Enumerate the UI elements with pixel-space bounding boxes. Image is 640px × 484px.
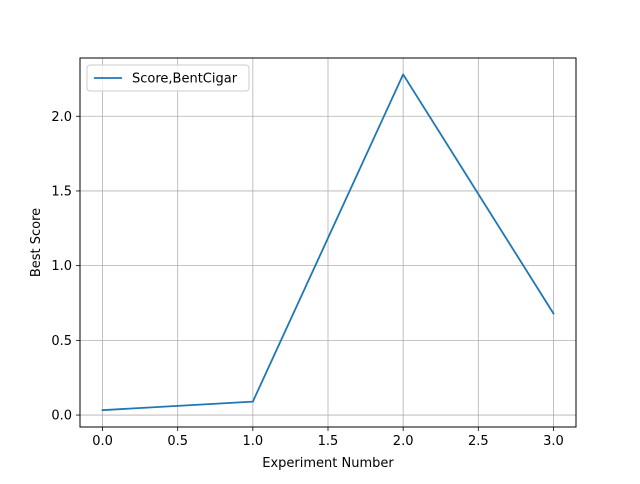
y-tick-label: 0.5 [51,334,72,349]
y-tick-label: 1.0 [51,259,72,274]
x-tick-label: 1.0 [243,434,264,449]
x-tick-label: 3.0 [543,434,564,449]
y-tick-label: 2.0 [51,110,72,125]
y-tick-label: 1.5 [51,184,72,199]
x-axis-label: Experiment Number [262,456,394,471]
x-tick-label: 1.5 [318,434,339,449]
x-tick-label: 2.0 [393,434,414,449]
y-tick-label: 0.0 [51,409,72,424]
x-tick-label: 2.5 [468,434,489,449]
y-axis-label: Best Score [29,208,44,277]
legend: Score,BentCigar [87,65,249,91]
x-tick-label: 0.0 [92,434,113,449]
x-tick-label: 0.5 [167,434,188,449]
legend-entry-score-bentcigar: Score,BentCigar [132,72,238,87]
